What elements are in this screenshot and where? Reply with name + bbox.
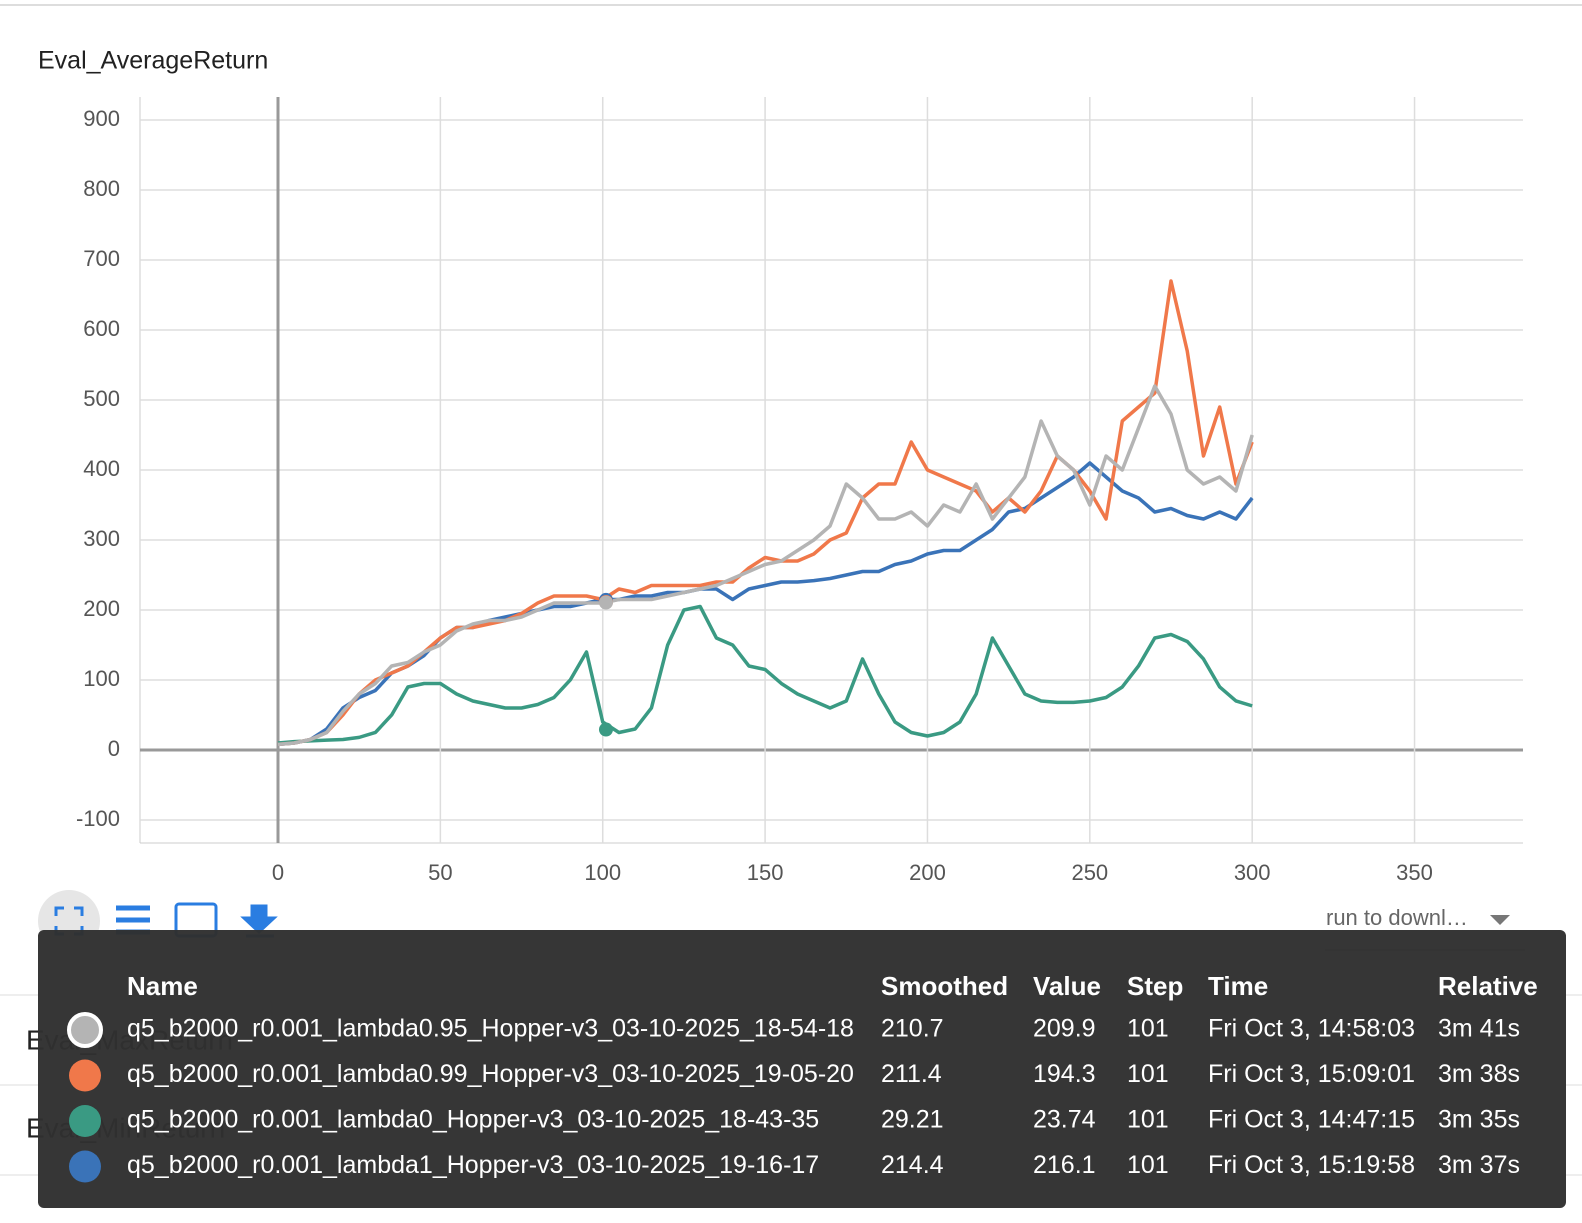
run-name: q5_b2000_r0.001_lambda0.99_Hopper-v3_03-… xyxy=(127,1060,854,1088)
y-tick-label: 100 xyxy=(83,666,120,691)
x-tick-label: 200 xyxy=(909,860,946,885)
series-line xyxy=(277,279,1254,747)
cell-smoothed: 214.4 xyxy=(881,1151,944,1179)
hover-dot xyxy=(598,595,613,610)
y-tick-label: 600 xyxy=(83,316,120,341)
cell-relative: 3m 37s xyxy=(1438,1151,1520,1179)
run-color xyxy=(67,1012,103,1048)
cell-time: Fri Oct 3, 15:09:01 xyxy=(1208,1060,1415,1088)
cell-step: 101 xyxy=(1127,1106,1169,1134)
column-header: Relative xyxy=(1438,971,1538,1001)
y-tick-label: 400 xyxy=(83,456,120,481)
y-tick-label: 800 xyxy=(83,176,120,201)
cell-step: 101 xyxy=(1127,1015,1169,1043)
series-line xyxy=(277,604,1253,745)
cell-value: 216.1 xyxy=(1033,1151,1096,1179)
run-selector-label: run to downl… xyxy=(1326,905,1468,930)
run-color xyxy=(69,1059,101,1092)
y-tick-label: 500 xyxy=(83,386,120,411)
cell-smoothed: 211.4 xyxy=(881,1060,942,1088)
cell-relative: 3m 35s xyxy=(1438,1106,1520,1134)
y-tick-label: 900 xyxy=(83,106,120,131)
cell-relative: 3m 38s xyxy=(1438,1060,1520,1088)
hover-dot xyxy=(598,722,613,737)
column-header: Time xyxy=(1208,971,1268,1001)
series-line xyxy=(277,384,1254,747)
cell-step: 101 xyxy=(1127,1060,1169,1088)
tooltip: Name Smoothed Value Step Time Relative q5_b200… xyxy=(38,930,1566,1208)
tooltip-background xyxy=(38,930,1566,1208)
plot: -100 0 100 200 300 400 500 600 700 800 900 0 50 100 15… xyxy=(76,97,1523,885)
x-tick-label: 50 xyxy=(428,860,452,885)
run-color xyxy=(69,1150,101,1183)
column-header: Value xyxy=(1033,971,1101,1001)
x-tick-label: 150 xyxy=(747,860,784,885)
run-name: q5_b2000_r0.001_lambda0.95_Hopper-v3_03-… xyxy=(127,1015,854,1043)
cell-relative: 3m 41s xyxy=(1438,1015,1520,1043)
fullscreen-icon xyxy=(54,906,84,936)
y-tick-label: 700 xyxy=(83,246,120,271)
cell-smoothed: 210.7 xyxy=(881,1015,944,1043)
y-tick-label: 0 xyxy=(108,736,120,761)
cell-smoothed: 29.21 xyxy=(881,1106,944,1134)
cell-time: Fri Oct 3, 15:19:58 xyxy=(1208,1151,1415,1179)
log-scale-button[interactable] xyxy=(116,905,150,935)
column-header: Step xyxy=(1127,971,1183,1001)
column-header: Name xyxy=(127,971,198,1001)
chart-title: Eval_AverageReturn xyxy=(38,47,268,75)
cell-step: 101 xyxy=(1127,1151,1169,1179)
column-header: Smoothed xyxy=(881,971,1008,1001)
run-name: q5_b2000_r0.001_lambda0_Hopper-v3_03-10-… xyxy=(127,1106,819,1134)
run-name: q5_b2000_r0.001_lambda1_Hopper-v3_03-10-… xyxy=(127,1151,819,1179)
cell-value: 23.74 xyxy=(1033,1106,1096,1134)
cell-time: Fri Oct 3, 14:47:15 xyxy=(1208,1106,1415,1134)
x-tick-label: 350 xyxy=(1396,860,1433,885)
y-tick-label: 200 xyxy=(83,596,120,621)
x-tick-label: 0 xyxy=(272,860,284,885)
cell-time: Fri Oct 3, 14:58:03 xyxy=(1208,1015,1415,1043)
cell-value: 194.3 xyxy=(1033,1060,1096,1088)
x-tick-label: 300 xyxy=(1234,860,1271,885)
x-tick-label: 100 xyxy=(584,860,621,885)
cell-value: 209.9 xyxy=(1033,1015,1096,1043)
y-tick-label: -100 xyxy=(76,806,120,831)
run-color xyxy=(69,1105,101,1137)
y-tick-label: 300 xyxy=(83,526,120,551)
dropdown-arrow xyxy=(1490,915,1510,925)
x-tick-label: 250 xyxy=(1071,860,1108,885)
